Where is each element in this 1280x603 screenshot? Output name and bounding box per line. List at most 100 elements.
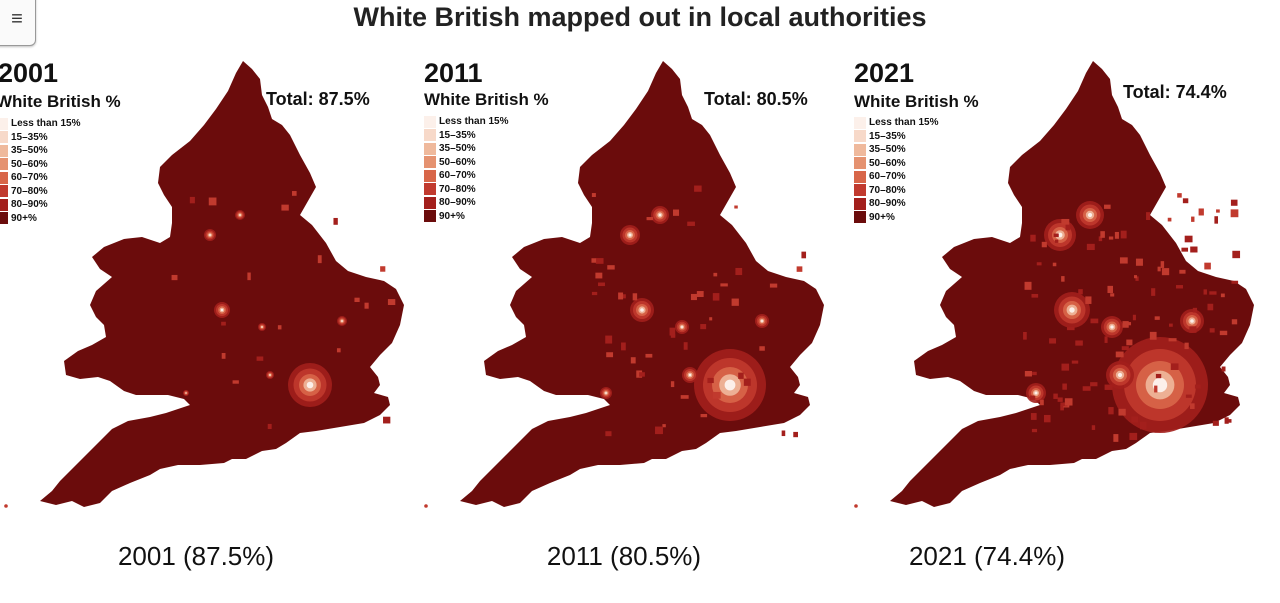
local-authority-patch (639, 372, 645, 377)
local-authority-patch (221, 321, 226, 326)
local-authority-patch (1135, 258, 1143, 266)
local-authority-patch (605, 335, 613, 344)
local-authority-patch (709, 317, 713, 321)
map-england-wales (4, 61, 404, 508)
local-authority-patch (1190, 246, 1198, 253)
local-authority-patch (1194, 384, 1201, 389)
legend-item: 35–50% (0, 144, 80, 158)
local-authority-patch (738, 372, 744, 379)
local-authority-patch (1119, 257, 1128, 264)
local-authority-patch (672, 209, 680, 216)
legend-item: 60–70% (424, 169, 508, 183)
local-authority-patch (1090, 318, 1099, 324)
legend-label: 15–35% (11, 131, 48, 143)
local-authority-patch (1126, 339, 1133, 346)
local-authority-patch (1118, 408, 1126, 416)
legend-item: 70–80% (854, 184, 938, 198)
local-authority-patch (605, 431, 612, 437)
legend-swatch (0, 212, 8, 225)
local-authority-patch (1167, 217, 1172, 222)
local-authority-patch (630, 357, 636, 364)
legend-label: 35–50% (439, 143, 476, 155)
local-authority-patch (1190, 403, 1195, 409)
panel-total: Total: 80.5% (704, 89, 808, 109)
local-authority-patch (801, 251, 807, 259)
local-authority-patch (1216, 209, 1220, 213)
local-authority-patch (1057, 397, 1063, 402)
local-authority-patch (1090, 382, 1098, 387)
local-authority-patch (796, 266, 803, 272)
urban-area-marker (628, 233, 632, 237)
legend-label: 15–35% (439, 129, 476, 141)
panel-caption: 2001 (87.5%) (117, 541, 275, 571)
urban-area-marker (1190, 319, 1194, 323)
local-authority-patch (1214, 216, 1219, 224)
local-authority-patch (1071, 360, 1079, 364)
local-authority-patch (1032, 371, 1037, 376)
local-authority-patch (171, 274, 178, 281)
map-landmass (890, 61, 1254, 507)
local-authority-patch (683, 342, 688, 350)
legend-item: 70–80% (0, 185, 80, 199)
local-authority-patch (731, 298, 739, 306)
legend-swatch (424, 196, 436, 209)
local-authority-patch (1110, 293, 1115, 297)
local-authority-patch (1049, 338, 1057, 344)
local-authority-patch (696, 291, 704, 297)
local-authority-patch (1085, 296, 1092, 304)
local-authority-patch (364, 302, 369, 309)
local-authority-patch (670, 334, 676, 338)
local-authority-patch (687, 221, 695, 226)
local-authority-patch (1024, 281, 1032, 290)
legend-swatch (0, 158, 8, 171)
urban-area-marker (1069, 307, 1075, 313)
map-england-wales (424, 61, 824, 508)
local-authority-patch (700, 324, 707, 330)
local-authority-patch (621, 342, 626, 351)
local-authority-patch (1086, 243, 1095, 251)
legend-item: Less than 15% (424, 115, 508, 129)
local-authority-patch (1121, 346, 1129, 351)
panel-total: Total: 74.4% (1123, 82, 1227, 102)
local-authority-patch (1052, 262, 1057, 267)
isles-of-scilly (4, 504, 8, 508)
local-authority-patch (1168, 338, 1177, 342)
menu-button[interactable]: ≡ (0, 0, 36, 46)
local-authority-patch (735, 267, 743, 276)
urban-area-marker (1057, 232, 1063, 238)
local-authority-patch (1053, 393, 1058, 399)
local-authority-patch (618, 292, 624, 300)
local-authority-patch (655, 426, 663, 435)
local-authority-patch (383, 416, 391, 424)
local-authority-patch (1023, 331, 1027, 340)
map-panel-2001: 2001 White British % Total: 87.5% Less t… (0, 0, 420, 603)
legend-swatch (0, 144, 8, 157)
local-authority-patch (1184, 235, 1193, 243)
local-authority-patch (669, 327, 676, 336)
local-authority-patch (232, 380, 239, 384)
page-title: White British mapped out in local author… (353, 2, 927, 32)
local-authority-patch (1031, 293, 1039, 298)
local-authority-patch (743, 378, 751, 386)
local-authority-patch (1054, 239, 1059, 243)
legend-swatch (854, 170, 866, 183)
panel-year: 2001 (0, 58, 59, 88)
local-authority-patch (1115, 351, 1124, 358)
local-authority-patch (1230, 199, 1238, 206)
local-authority-patch (1104, 384, 1113, 390)
local-authority-patch (336, 348, 341, 353)
local-authority-patch (1104, 204, 1111, 209)
local-authority-patch (221, 352, 226, 359)
legend-item: 80–90% (0, 198, 80, 212)
local-authority-patch (1203, 289, 1207, 295)
legend-label: 90+% (439, 210, 465, 222)
local-authority-patch (1061, 363, 1070, 371)
local-authority-patch (1177, 193, 1182, 198)
local-authority-patch (1220, 293, 1225, 298)
legend-label: 50–60% (11, 158, 48, 170)
local-authority-patch (1212, 420, 1219, 426)
local-authority-patch (1155, 373, 1162, 379)
local-authority-patch (1170, 363, 1179, 370)
local-authority-patch (662, 424, 666, 428)
local-authority-patch (1065, 224, 1071, 231)
